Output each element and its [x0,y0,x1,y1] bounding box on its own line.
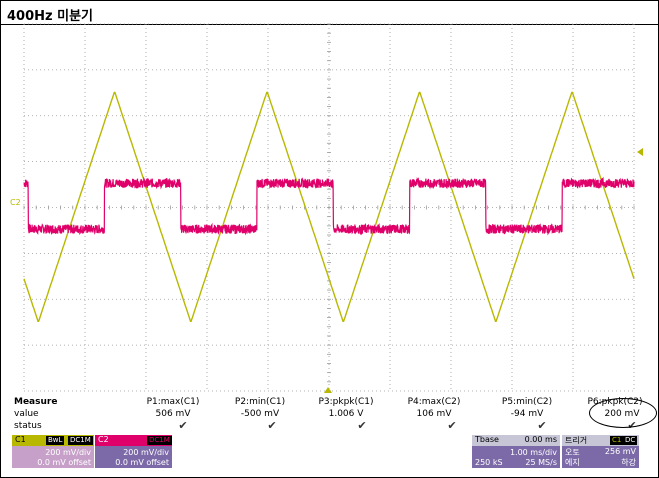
c2-volts-per-div: 200 mV/div [123,448,169,457]
c1-channel-box[interactable]: C1 BwL DC1M 200 mV/div 0.0 mV offset [12,435,94,468]
c2-offset: 0.0 mV offset [115,458,169,467]
title-divider [1,24,658,25]
measure-value-p3: 1.006 V [328,409,364,419]
measure-label-p5[interactable]: P5:min(C2) [501,397,553,407]
c1-box-name: C1 [15,435,26,444]
c1-box-header: C1 BwL DC1M [12,435,94,446]
c1-volts-per-div: 200 mV/div [45,448,91,457]
row-label-value: value [14,409,39,419]
status-check-icon: ✔ [357,419,367,432]
timebase-per-div: 1.00 ms/div [509,448,557,457]
trigger-level-marker [637,148,643,156]
timebase-value: 0.00 ms [524,435,557,444]
trigger-position-marker [324,387,332,393]
c1-coupling-tag: DC1M [68,436,93,445]
measure-label-p2[interactable]: P2:min(C1) [234,397,286,407]
status-check-icon: ✔ [267,419,277,432]
c2-square-waveform [23,176,635,236]
c1-offset: 0.0 mV offset [37,458,91,467]
measure-label-p1[interactable]: P1:max(C1) [146,397,200,407]
c1-bwl-tag: BwL [46,436,65,445]
measure-value-p1: 506 mV [155,409,191,419]
trigger-label: 트리거 [565,436,588,445]
trigger-type: 에지 [565,458,580,467]
trigger-coupling-tag: DC [623,436,638,445]
trigger-slope: 하강 [621,458,636,467]
status-check-icon: ✔ [178,419,188,432]
timebase-label: Tbase [475,435,499,444]
c2-channel-box[interactable]: C2 DC1M 200 mV/div 0.0 mV offset [95,435,172,468]
timebase-sample-count: 250 kS [475,458,503,467]
c2-box-header: C2 DC1M [95,435,172,446]
waveform-traces [23,91,635,322]
trigger-header: 트리거 C1 DC [562,435,639,446]
measure-value-p2: -500 mV [240,409,280,419]
c2-coupling-tag: DC1M [147,436,172,445]
scope-grid [23,23,635,392]
c2-box-name: C2 [98,435,109,444]
c1-triangle-waveform [23,91,635,322]
measure-label-p3[interactable]: P3:pkpk(C1) [318,397,374,407]
measure-value-p5: -94 mV [510,409,544,419]
measure-value-p4: 106 mV [416,409,452,419]
page-title: 400Hz 미분기 [7,9,93,24]
row-label-status: status [14,421,42,431]
trigger-level: 256 mV [604,447,636,456]
measure-heading: Measure [14,397,58,407]
c2-reference-label: C2 [10,198,21,207]
status-check-icon: ✔ [537,419,547,432]
timebase-sample-rate: 25 MS/s [525,458,557,467]
trigger-box[interactable]: 트리거 C1 DC 오토 256 mV 에지 하강 [562,435,639,468]
status-check-icon: ✔ [447,419,457,432]
trigger-source-tag: C1 [610,436,624,445]
timebase-box[interactable]: Tbase 0.00 ms 1.00 ms/div 250 kS 25 MS/s [472,435,560,468]
trigger-mode: 오토 [565,448,580,457]
measure-label-p4[interactable]: P4:max(C2) [407,397,461,407]
timebase-header: Tbase 0.00 ms [472,435,560,446]
highlight-ellipse [589,398,657,428]
